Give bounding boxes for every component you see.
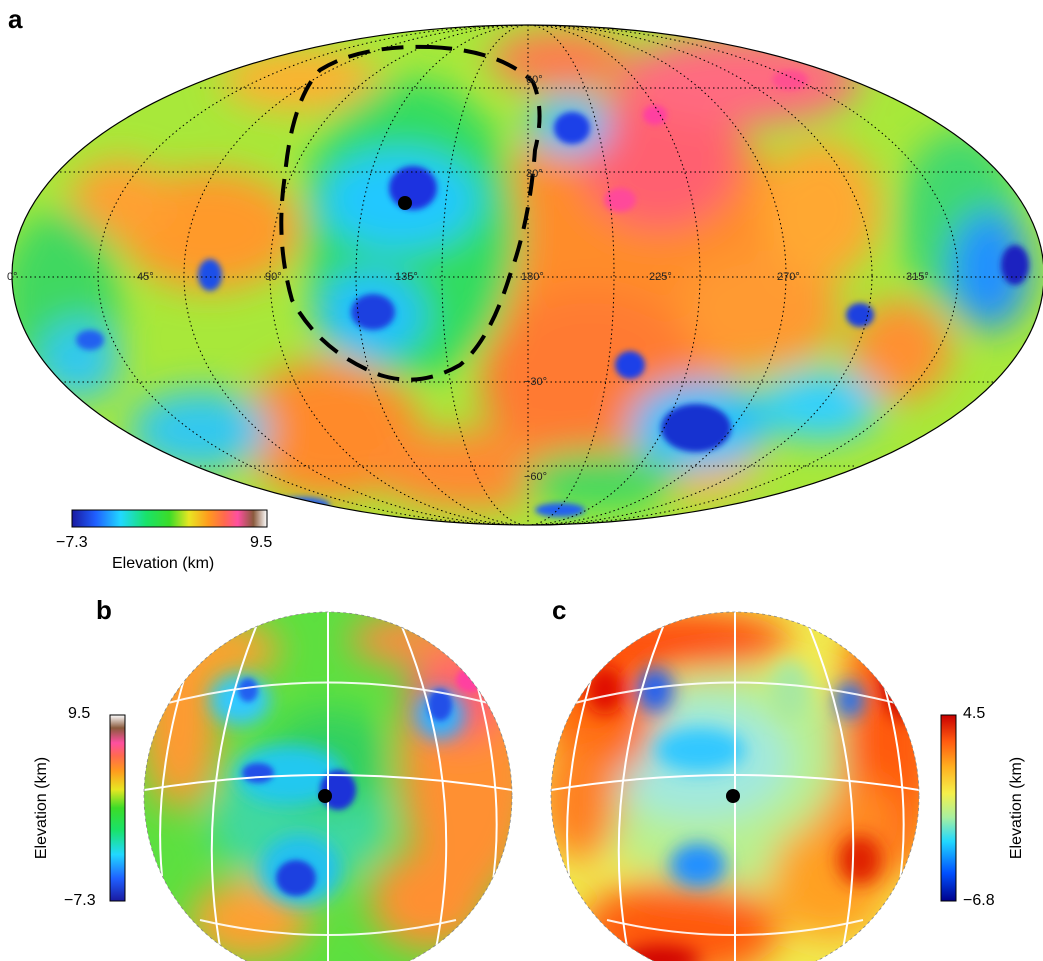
lat-label-60: 60° bbox=[526, 74, 543, 86]
colorbar-c-title: Elevation (km) bbox=[1008, 756, 1025, 860]
lat-label-minus60: −60° bbox=[524, 471, 548, 483]
lon-label-270: 270° bbox=[777, 271, 800, 283]
lon-label-0: 0° bbox=[7, 271, 18, 283]
colorbar-a-max: 9.5 bbox=[250, 534, 273, 551]
impact-center-marker-b bbox=[318, 789, 332, 803]
panel-letter-c: c bbox=[552, 595, 567, 625]
impact-center-marker-c bbox=[726, 789, 740, 803]
globe-panel-b bbox=[109, 611, 513, 961]
colorbar-b-max: 9.5 bbox=[68, 705, 91, 722]
colorbar-a-title: Elevation (km) bbox=[112, 555, 215, 572]
colorbar-a-min: −7.3 bbox=[56, 534, 88, 551]
colorbar-a bbox=[71, 509, 268, 528]
panel-letter-a: a bbox=[8, 4, 23, 34]
map-panel-a bbox=[11, 24, 1043, 528]
lon-label-180: 180° bbox=[521, 271, 544, 283]
basin-outline bbox=[279, 44, 542, 382]
colorbar-c-min: −6.8 bbox=[963, 892, 995, 909]
colorbar-c bbox=[940, 714, 957, 902]
colorbar-b bbox=[109, 714, 126, 902]
lon-label-315: 315° bbox=[906, 271, 929, 283]
panel-letter-b: b bbox=[96, 595, 112, 625]
colorbar-b-title: Elevation (km) bbox=[33, 756, 50, 860]
colorbar-c-max: 4.5 bbox=[963, 705, 986, 722]
globe-panel-c bbox=[550, 611, 957, 961]
lat-label-minus30: −30° bbox=[524, 376, 548, 388]
lat-label-30: 30° bbox=[526, 168, 543, 180]
colorbar-b-min: −7.3 bbox=[64, 892, 96, 909]
lon-label-225: 225° bbox=[649, 271, 672, 283]
impact-center-marker bbox=[398, 196, 412, 210]
lon-label-135: 135° bbox=[395, 271, 418, 283]
lon-label-45: 45° bbox=[137, 271, 154, 283]
lon-label-90: 90° bbox=[265, 271, 282, 283]
